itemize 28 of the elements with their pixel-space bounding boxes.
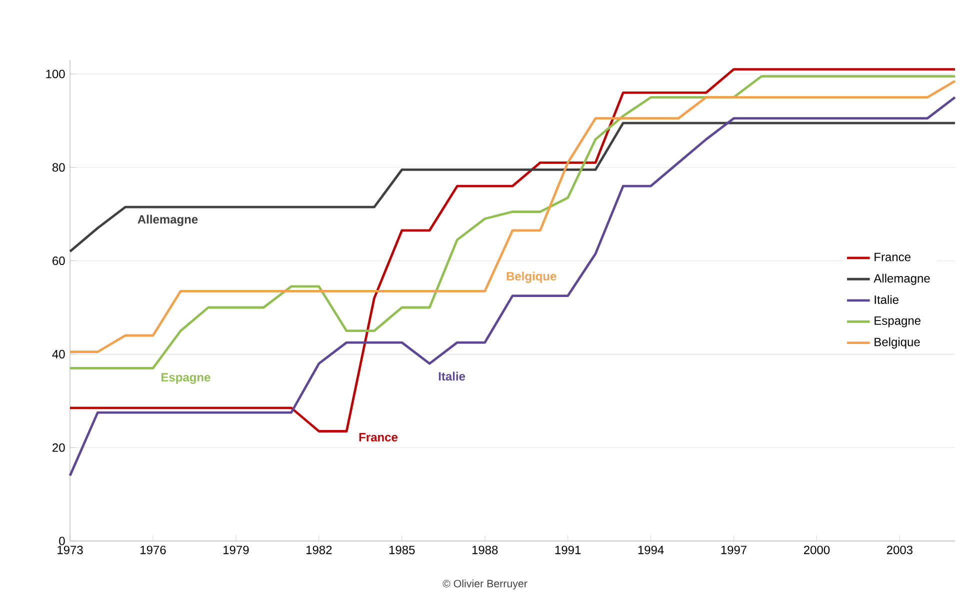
x-tick-label: 1994 xyxy=(638,546,664,554)
y-tick-label: 80 xyxy=(52,163,65,172)
x-tick-label: 1997 xyxy=(721,546,746,554)
legend-label: Espagne xyxy=(874,316,921,328)
annotation: Allemagne xyxy=(138,214,198,226)
x-tick-label: 1988 xyxy=(472,546,498,554)
x-tick-label: 2000 xyxy=(804,546,830,554)
y-tick-label: 0 xyxy=(59,536,65,546)
legend-label: Belgique xyxy=(874,337,920,349)
x-tick-label: 2003 xyxy=(886,546,913,554)
legend-label: Allemagne xyxy=(874,274,930,285)
x-tick-label: 1979 xyxy=(224,546,249,554)
x-tick-label: 1973 xyxy=(58,546,83,554)
annotation: Italie xyxy=(438,372,466,381)
legend-label: France xyxy=(874,252,910,262)
x-tick-label: 1976 xyxy=(140,546,166,554)
legend-label: Italie xyxy=(874,295,898,304)
y-tick-label: 40 xyxy=(52,350,65,358)
annotation: France xyxy=(359,433,398,442)
annotation: Belgique xyxy=(506,272,556,283)
annotation: Espagne xyxy=(161,373,210,384)
x-tick-label: 1991 xyxy=(555,546,581,554)
text: © Olivier Berruyer xyxy=(442,580,528,590)
y-tick-label: 20 xyxy=(52,443,65,452)
x-tick-label: 1985 xyxy=(389,546,415,554)
y-tick-label: 100 xyxy=(46,70,65,78)
y-tick-label: 60 xyxy=(52,256,65,266)
x-tick-label: 1982 xyxy=(306,546,332,554)
